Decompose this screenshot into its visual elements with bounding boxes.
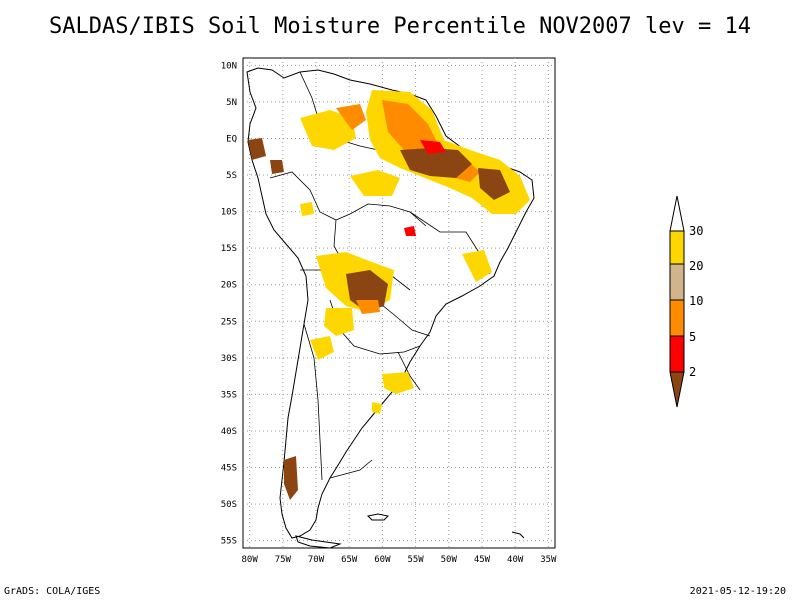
lat-tick-label: 10N: [221, 61, 237, 71]
lon-tick-label: 35W: [540, 555, 557, 565]
tierra-del-fuego: [295, 535, 342, 549]
lat-tick-label: 30S: [221, 354, 237, 364]
colorbar-top-arrow: [669, 195, 685, 232]
map-title: SALDAS/IBIS Soil Moisture Percentile NOV…: [49, 14, 751, 39]
lat-tick-label: 50S: [221, 500, 237, 510]
colorbar-swatch-20: [669, 263, 685, 301]
colorbar: 30 20 10 5 2: [669, 195, 703, 408]
continent-outline: [246, 67, 535, 539]
lat-tick-label: 5N: [226, 98, 237, 108]
colorbar-tick-20: 20: [689, 259, 703, 273]
colorbar-swatch-5: [669, 335, 685, 373]
colorbar-tick-5: 5: [689, 330, 696, 344]
lat-tick-label: EQ: [226, 134, 237, 144]
lon-tick-label: 40W: [507, 555, 524, 565]
footer-timestamp: 2021-05-12-19:20: [689, 586, 786, 597]
lon-tick-label: 80W: [242, 555, 259, 565]
lat-tick-label: 20S: [221, 281, 237, 291]
colorbar-swatch-10: [669, 299, 685, 337]
footer-credit: GrADS: COLA/IGES: [4, 586, 101, 597]
lat-tick-label: 35S: [221, 390, 237, 400]
falkland-islands: [366, 513, 390, 521]
lat-tick-label: 15S: [221, 244, 237, 254]
lon-axis: 80W 75W 70W 65W 60W 55W 50W 45W 40W 35W: [242, 555, 558, 565]
percentile-patches: [248, 90, 530, 500]
lat-tick-label: 10S: [221, 208, 237, 218]
colorbar-swatch-30: [669, 230, 685, 265]
lat-tick-label: 5S: [226, 171, 237, 181]
lat-tick-label: 55S: [221, 537, 237, 547]
colorbar-tick-30: 30: [689, 224, 703, 238]
colorbar-tick-2: 2: [689, 365, 696, 379]
lon-tick-label: 45W: [474, 555, 491, 565]
colorbar-tick-10: 10: [689, 294, 703, 308]
lat-tick-label: 40S: [221, 427, 237, 437]
colorbar-bottom-arrow: [669, 371, 685, 408]
lat-tick-label: 45S: [221, 464, 237, 474]
lon-tick-label: 55W: [407, 555, 424, 565]
lon-tick-label: 60W: [374, 555, 391, 565]
lon-tick-label: 65W: [341, 555, 358, 565]
lon-tick-label: 50W: [441, 555, 458, 565]
lat-axis: 10N 5N EQ 5S 10S 15S 20S 25S 30S 35S 40S 45S 50S 55S: [221, 61, 237, 546]
lon-tick-label: 75W: [275, 555, 292, 565]
island-atlantic: [511, 531, 525, 539]
lat-tick-label: 25S: [221, 317, 237, 327]
lon-tick-label: 70W: [308, 555, 325, 565]
